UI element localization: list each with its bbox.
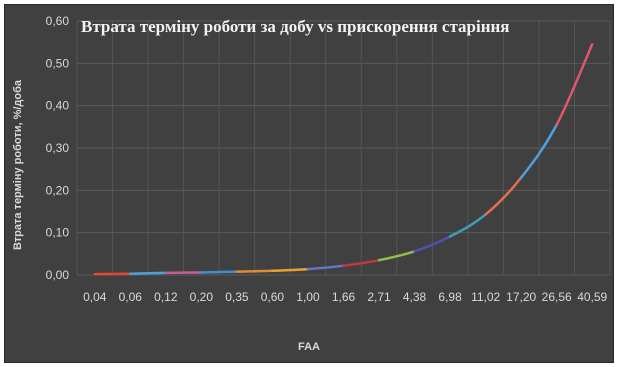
x-tick-label: 40,59: [577, 290, 607, 304]
x-tick-label: 0,12: [154, 290, 178, 304]
line-segment: [129, 271, 168, 275]
y-tick-label: 0,00: [46, 268, 70, 282]
x-tick-label: 0,60: [261, 290, 285, 304]
x-tick-label: 6,98: [438, 290, 462, 304]
x-tick-label: 26,56: [542, 290, 572, 304]
x-tick-label: 2,71: [367, 290, 391, 304]
x-tick-label: 11,02: [471, 290, 500, 304]
y-tick-label: 0,10: [46, 226, 70, 240]
line-segment: [235, 269, 274, 273]
line-segment: [306, 264, 345, 271]
x-tick-label: 17,20: [506, 290, 536, 304]
x-tick-label: 0,04: [83, 290, 107, 304]
x-tick-label: 1,66: [332, 290, 356, 304]
line-segment: [484, 176, 523, 216]
grid-layer: [76, 20, 611, 276]
x-tick-label: 0,20: [190, 290, 214, 304]
x-tick-labels: 0,04 0,06 0,12 0,20 0,35 0,60 1,00 1,66 2,71 4,38…: [83, 290, 607, 304]
x-tick-label: 4,38: [403, 290, 427, 304]
y-axis-label: Втрата терміну роботи, %/доба: [12, 79, 24, 250]
y-tick-labels: 0,00 0,10 0,20 0,30 0,40 0,50 0,60: [46, 14, 70, 282]
y-tick-label: 0,40: [46, 99, 70, 113]
line-segment: [519, 123, 558, 179]
y-tick-label: 0,20: [46, 183, 70, 197]
x-tick-label: 0,35: [225, 290, 249, 304]
y-tick-label: 0,60: [46, 14, 70, 28]
data-line: [93, 43, 594, 276]
x-tick-label: 0,06: [119, 290, 143, 304]
x-axis-label: FAA: [298, 341, 320, 353]
line-segment: [413, 235, 452, 253]
y-tick-label: 0,50: [46, 56, 70, 70]
line-segment: [271, 267, 310, 273]
x-tick-label: 1,00: [296, 290, 320, 304]
chart-title: Втрата терміну роботи за добу vs прискор…: [81, 17, 509, 36]
chart-frame: 0,00 0,10 0,20 0,30 0,40 0,50 0,60 0,04 0,06 0,1…: [4, 4, 614, 363]
y-tick-label: 0,30: [46, 141, 70, 155]
line-segment: [555, 43, 594, 126]
line-segment: [377, 250, 416, 262]
chart-svg: 0,00 0,10 0,20 0,30 0,40 0,50 0,60 0,04 0,06 0,1…: [12, 14, 611, 353]
line-segment: [448, 213, 487, 238]
line-segment: [200, 270, 239, 274]
line-segment: [342, 258, 381, 267]
